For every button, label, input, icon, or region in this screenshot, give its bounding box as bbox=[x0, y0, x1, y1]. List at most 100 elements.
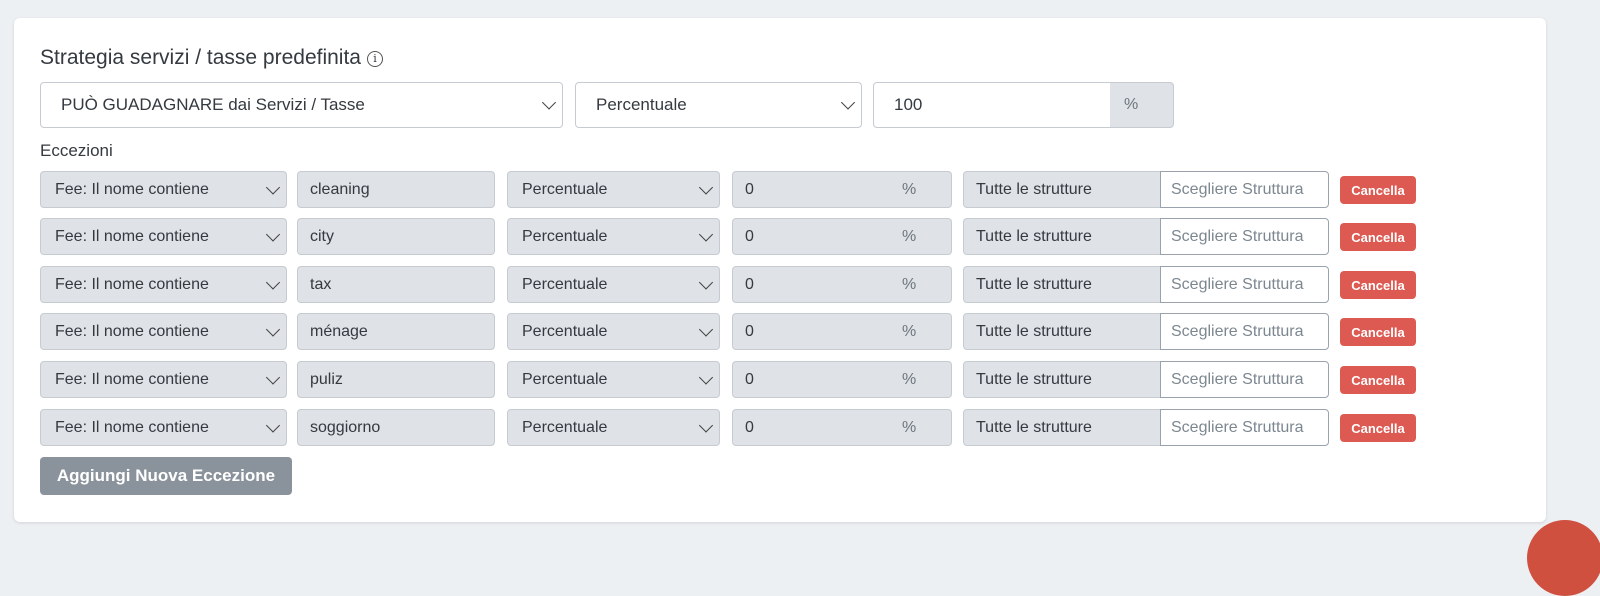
condition-value: Fee: Il nome contiene bbox=[55, 322, 209, 340]
structures-value: Tutte le strutture bbox=[976, 227, 1092, 245]
structures-field: Tutte le strutture bbox=[963, 409, 1161, 446]
chevron-down-icon bbox=[265, 321, 281, 337]
structures-value: Tutte le strutture bbox=[976, 418, 1092, 436]
name-input[interactable]: tax bbox=[297, 266, 495, 303]
value-input[interactable]: 0 bbox=[732, 313, 889, 350]
chevron-down-icon bbox=[541, 95, 557, 110]
condition-value: Fee: Il nome contiene bbox=[55, 180, 209, 198]
exceptions-label: Eccezioni bbox=[40, 141, 113, 160]
condition-value: Fee: Il nome contiene bbox=[55, 418, 209, 436]
condition-select[interactable]: Fee: Il nome contiene bbox=[40, 409, 287, 446]
value-text: 0 bbox=[745, 418, 754, 436]
structures-field: Tutte le strutture bbox=[963, 218, 1161, 255]
chevron-down-icon bbox=[698, 417, 714, 433]
percent-addon: % bbox=[888, 218, 952, 255]
type-select[interactable]: Percentuale bbox=[507, 313, 720, 350]
chevron-down-icon bbox=[698, 274, 714, 290]
delete-button[interactable]: Cancella bbox=[1340, 223, 1416, 251]
type-value: Percentuale bbox=[522, 370, 608, 388]
delete-button[interactable]: Cancella bbox=[1340, 414, 1416, 442]
condition-value: Fee: Il nome contiene bbox=[55, 275, 209, 293]
delete-button[interactable]: Cancella bbox=[1340, 366, 1416, 394]
value-text: 0 bbox=[745, 370, 754, 388]
value-input[interactable]: 0 bbox=[732, 218, 889, 255]
structures-field: Tutte le strutture bbox=[963, 361, 1161, 398]
name-value: city bbox=[310, 227, 334, 245]
chevron-down-icon bbox=[698, 369, 714, 385]
structures-value: Tutte le strutture bbox=[976, 370, 1092, 388]
chevron-down-icon bbox=[265, 179, 281, 195]
value-input[interactable]: 0 bbox=[732, 266, 889, 303]
title-text: Strategia servizi / tasse predefinita bbox=[40, 46, 361, 69]
fee-strategy-card: Strategia servizi / tasse predefinita i P… bbox=[14, 18, 1546, 522]
percent-addon: % bbox=[888, 313, 952, 350]
name-input[interactable]: cleaning bbox=[297, 171, 495, 208]
type-value: Percentuale bbox=[596, 95, 687, 114]
choose-structure-button[interactable]: Scegliere Struttura bbox=[1160, 313, 1329, 350]
value-text: 0 bbox=[745, 322, 754, 340]
condition-select[interactable]: Fee: Il nome contiene bbox=[40, 171, 287, 208]
name-value: soggiorno bbox=[310, 418, 381, 436]
name-value: cleaning bbox=[310, 180, 370, 198]
delete-button[interactable]: Cancella bbox=[1340, 271, 1416, 299]
condition-select[interactable]: Fee: Il nome contiene bbox=[40, 266, 287, 303]
chevron-down-icon bbox=[840, 95, 856, 110]
percent-addon: % bbox=[888, 266, 952, 303]
type-select[interactable]: Percentuale bbox=[507, 409, 720, 446]
type-value: Percentuale bbox=[522, 275, 608, 293]
name-input[interactable]: puliz bbox=[297, 361, 495, 398]
floating-action-button[interactable] bbox=[1527, 520, 1600, 596]
choose-structure-button[interactable]: Scegliere Struttura bbox=[1160, 218, 1329, 255]
choose-structure-button[interactable]: Scegliere Struttura bbox=[1160, 266, 1329, 303]
type-value: Percentuale bbox=[522, 180, 608, 198]
type-select[interactable]: Percentuale bbox=[507, 171, 720, 208]
name-value: tax bbox=[310, 275, 332, 293]
value-text: 0 bbox=[745, 180, 754, 198]
structures-field: Tutte le strutture bbox=[963, 313, 1161, 350]
add-exception-button[interactable]: Aggiungi Nuova Eccezione bbox=[40, 457, 292, 495]
choose-structure-button[interactable]: Scegliere Struttura bbox=[1160, 171, 1329, 208]
type-value: Percentuale bbox=[522, 322, 608, 340]
choose-structure-button[interactable]: Scegliere Struttura bbox=[1160, 361, 1329, 398]
name-value: ménage bbox=[310, 322, 368, 340]
delete-button[interactable]: Cancella bbox=[1340, 318, 1416, 346]
percent-addon: % bbox=[888, 361, 952, 398]
type-select[interactable]: Percentuale bbox=[507, 218, 720, 255]
chevron-down-icon bbox=[698, 321, 714, 337]
percent-addon: % bbox=[888, 171, 952, 208]
percent-addon: % bbox=[1110, 82, 1174, 128]
value-input[interactable]: 0 bbox=[732, 409, 889, 446]
chevron-down-icon bbox=[265, 417, 281, 433]
name-input[interactable]: soggiorno bbox=[297, 409, 495, 446]
info-icon[interactable]: i bbox=[367, 51, 383, 67]
strategy-value: PUÒ GUADAGNARE dai Servizi / Tasse bbox=[61, 95, 365, 114]
delete-button[interactable]: Cancella bbox=[1340, 176, 1416, 204]
structures-value: Tutte le strutture bbox=[976, 275, 1092, 293]
strategy-select[interactable]: PUÒ GUADAGNARE dai Servizi / Tasse bbox=[40, 82, 563, 128]
structures-value: Tutte le strutture bbox=[976, 180, 1092, 198]
name-value: puliz bbox=[310, 370, 343, 388]
section-title: Strategia servizi / tasse predefinita i bbox=[40, 46, 383, 70]
type-select[interactable]: Percentuale bbox=[507, 266, 720, 303]
condition-select[interactable]: Fee: Il nome contiene bbox=[40, 218, 287, 255]
condition-select[interactable]: Fee: Il nome contiene bbox=[40, 361, 287, 398]
type-value: Percentuale bbox=[522, 227, 608, 245]
name-input[interactable]: city bbox=[297, 218, 495, 255]
percent-addon: % bbox=[888, 409, 952, 446]
value-text: 0 bbox=[745, 227, 754, 245]
chevron-down-icon bbox=[698, 226, 714, 242]
type-select[interactable]: Percentuale bbox=[507, 361, 720, 398]
default-value-input[interactable]: 100 bbox=[873, 82, 1111, 128]
value-input[interactable]: 0 bbox=[732, 171, 889, 208]
chevron-down-icon bbox=[698, 179, 714, 195]
default-type-select[interactable]: Percentuale bbox=[575, 82, 862, 128]
choose-structure-button[interactable]: Scegliere Struttura bbox=[1160, 409, 1329, 446]
condition-select[interactable]: Fee: Il nome contiene bbox=[40, 313, 287, 350]
structures-value: Tutte le strutture bbox=[976, 322, 1092, 340]
structures-field: Tutte le strutture bbox=[963, 266, 1161, 303]
value-input[interactable]: 0 bbox=[732, 361, 889, 398]
name-input[interactable]: ménage bbox=[297, 313, 495, 350]
value-text: 0 bbox=[745, 275, 754, 293]
type-value: Percentuale bbox=[522, 418, 608, 436]
chevron-down-icon bbox=[265, 369, 281, 385]
